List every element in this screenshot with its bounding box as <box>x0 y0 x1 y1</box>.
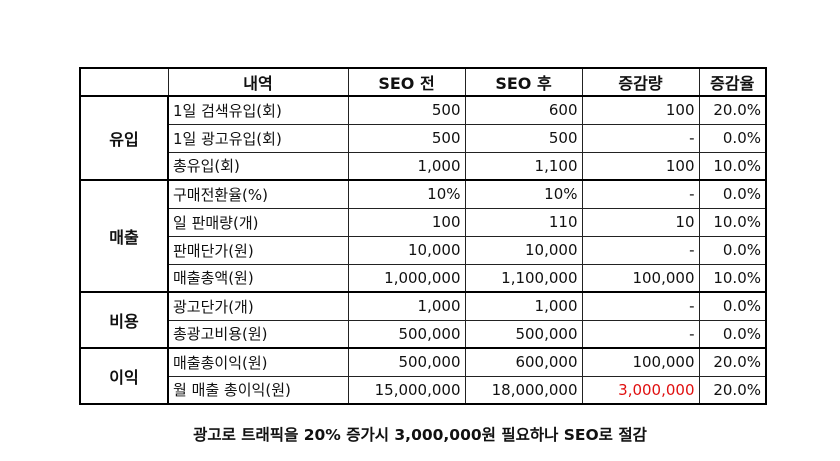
change-value-cell: 100 <box>581 151 700 181</box>
header-item: 내역 <box>167 67 349 97</box>
category-cell: 비용 <box>79 291 169 349</box>
before-value-cell: 10,000 <box>347 235 466 265</box>
table-row: 이익 매출총이익(원) 500,000 600,000 100,000 20.0% <box>79 347 767 405</box>
row-label-cell: 매출총액(원) <box>167 263 349 293</box>
row-label-cell: 1일 검색유입(회) <box>167 95 349 125</box>
before-value-cell: 500,000 <box>347 319 466 349</box>
table-body: 유입 1일 검색유입(회) 500 600 100 20.0% 1일 광고유입(회) 500 5… <box>79 95 767 405</box>
table-row: 유입 1일 검색유입(회) 500 600 100 20.0% <box>79 95 767 181</box>
after-value-cell: 1,100,000 <box>464 263 583 293</box>
before-value-cell: 10% <box>347 179 466 209</box>
category-cell: 매출 <box>79 179 169 293</box>
rate-value-cell: 10.0% <box>698 151 767 181</box>
change-value-cell: 100 <box>581 95 700 125</box>
row-label-cell: 총유입(회) <box>167 151 349 181</box>
table-row: 일 판매량(개) 100 110 10 10.0% <box>80 207 767 237</box>
after-value-cell: 10,000 <box>464 235 583 265</box>
row-label-cell: 매출총이익(원) <box>167 347 349 377</box>
change-value-cell: - <box>581 319 700 349</box>
row-label-cell: 총광고비용(원) <box>167 319 349 349</box>
before-value-cell: 1,000,000 <box>347 263 466 293</box>
before-value-cell: 1,000 <box>347 151 466 181</box>
after-value-cell: 18,000,000 <box>464 375 583 405</box>
table-row: 비용 광고단가(개) 1,000 1,000-0.0% <box>79 291 767 349</box>
seo-comparison-table: 내역 SEO 전 SEO 후 증감량 증감율 유입 1일 검색유입(회) 500 60… <box>79 67 767 405</box>
rate-value-cell: 10.0% <box>698 263 767 293</box>
row-label-cell: 구매전환율(%) <box>167 179 349 209</box>
after-value-cell: 600 <box>464 95 583 125</box>
after-value-cell: 1,100 <box>464 151 583 181</box>
before-value-cell: 500,000 <box>347 347 466 377</box>
table-row: 판매단가(원) 10,000 10,000-0.0% <box>80 235 767 265</box>
change-value-cell: 100,000 <box>581 347 700 377</box>
change-value-cell: - <box>581 179 700 209</box>
change-value-cell: 10 <box>581 207 700 237</box>
after-value-cell: 10% <box>464 179 583 209</box>
row-label-cell: 일 판매량(개) <box>167 207 349 237</box>
rate-value-cell: 0.0% <box>698 179 767 209</box>
after-value-cell: 110 <box>464 207 583 237</box>
rate-value-cell: 0.0% <box>698 291 767 321</box>
row-label-cell: 월 매출 총이익(원) <box>167 375 349 405</box>
header-after: SEO 후 <box>464 67 583 97</box>
after-value-cell: 600,000 <box>464 347 583 377</box>
table-row: 매출총액(원) 1,000,000 1,100,000 100,000 10.0% <box>80 263 767 293</box>
change-value-cell: - <box>581 123 700 153</box>
row-label-cell: 판매단가(원) <box>167 235 349 265</box>
after-value-cell: 1,000 <box>464 291 583 321</box>
before-value-cell: 15,000,000 <box>347 375 466 405</box>
header-before: SEO 전 <box>347 67 466 97</box>
table-row: 1일 광고유입(회) 500 500-0.0% <box>80 123 767 153</box>
after-value-cell: 500 <box>464 123 583 153</box>
table-row: 매출 구매전환율(%) 10% 10% -0.0% <box>79 179 767 293</box>
rate-value-cell: 20.0% <box>698 375 767 405</box>
before-value-cell: 100 <box>347 207 466 237</box>
summary-caption: 광고로 트래픽을 20% 증가시 3,000,000원 필요하나 SEO로 절감 <box>193 426 647 444</box>
category-cell: 이익 <box>79 347 169 405</box>
category-cell: 유입 <box>79 95 169 181</box>
rate-value-cell: 20.0% <box>698 347 767 377</box>
before-value-cell: 1,000 <box>347 291 466 321</box>
rate-value-cell: 0.0% <box>698 123 767 153</box>
before-value-cell: 500 <box>347 95 466 125</box>
rate-value-cell: 0.0% <box>698 235 767 265</box>
header-row: 내역 SEO 전 SEO 후 증감량 증감율 <box>79 67 767 97</box>
before-value-cell: 500 <box>347 123 466 153</box>
change-value-cell: - <box>581 291 700 321</box>
rate-value-cell: 0.0% <box>698 319 767 349</box>
rate-value-cell: 10.0% <box>698 207 767 237</box>
row-label-cell: 광고단가(개) <box>167 291 349 321</box>
table-row: 총광고비용(원) 500,000 500,000-0.0% <box>80 319 767 349</box>
header-category <box>79 67 169 97</box>
row-label-cell: 1일 광고유입(회) <box>167 123 349 153</box>
table-row: 총유입(회) 1,000 1,100 100 10.0% <box>80 151 767 181</box>
change-value-cell: 100,000 <box>581 263 700 293</box>
table-row: 월 매출 총이익(원) 15,000,000 18,000,000 3,000,000… <box>80 375 767 405</box>
header-change: 증감량 <box>581 67 700 97</box>
header-rate: 증감율 <box>698 67 767 97</box>
change-value-cell: - <box>581 235 700 265</box>
rate-value-cell: 20.0% <box>698 95 767 125</box>
change-value-cell: 3,000,000 <box>581 375 700 405</box>
after-value-cell: 500,000 <box>464 319 583 349</box>
